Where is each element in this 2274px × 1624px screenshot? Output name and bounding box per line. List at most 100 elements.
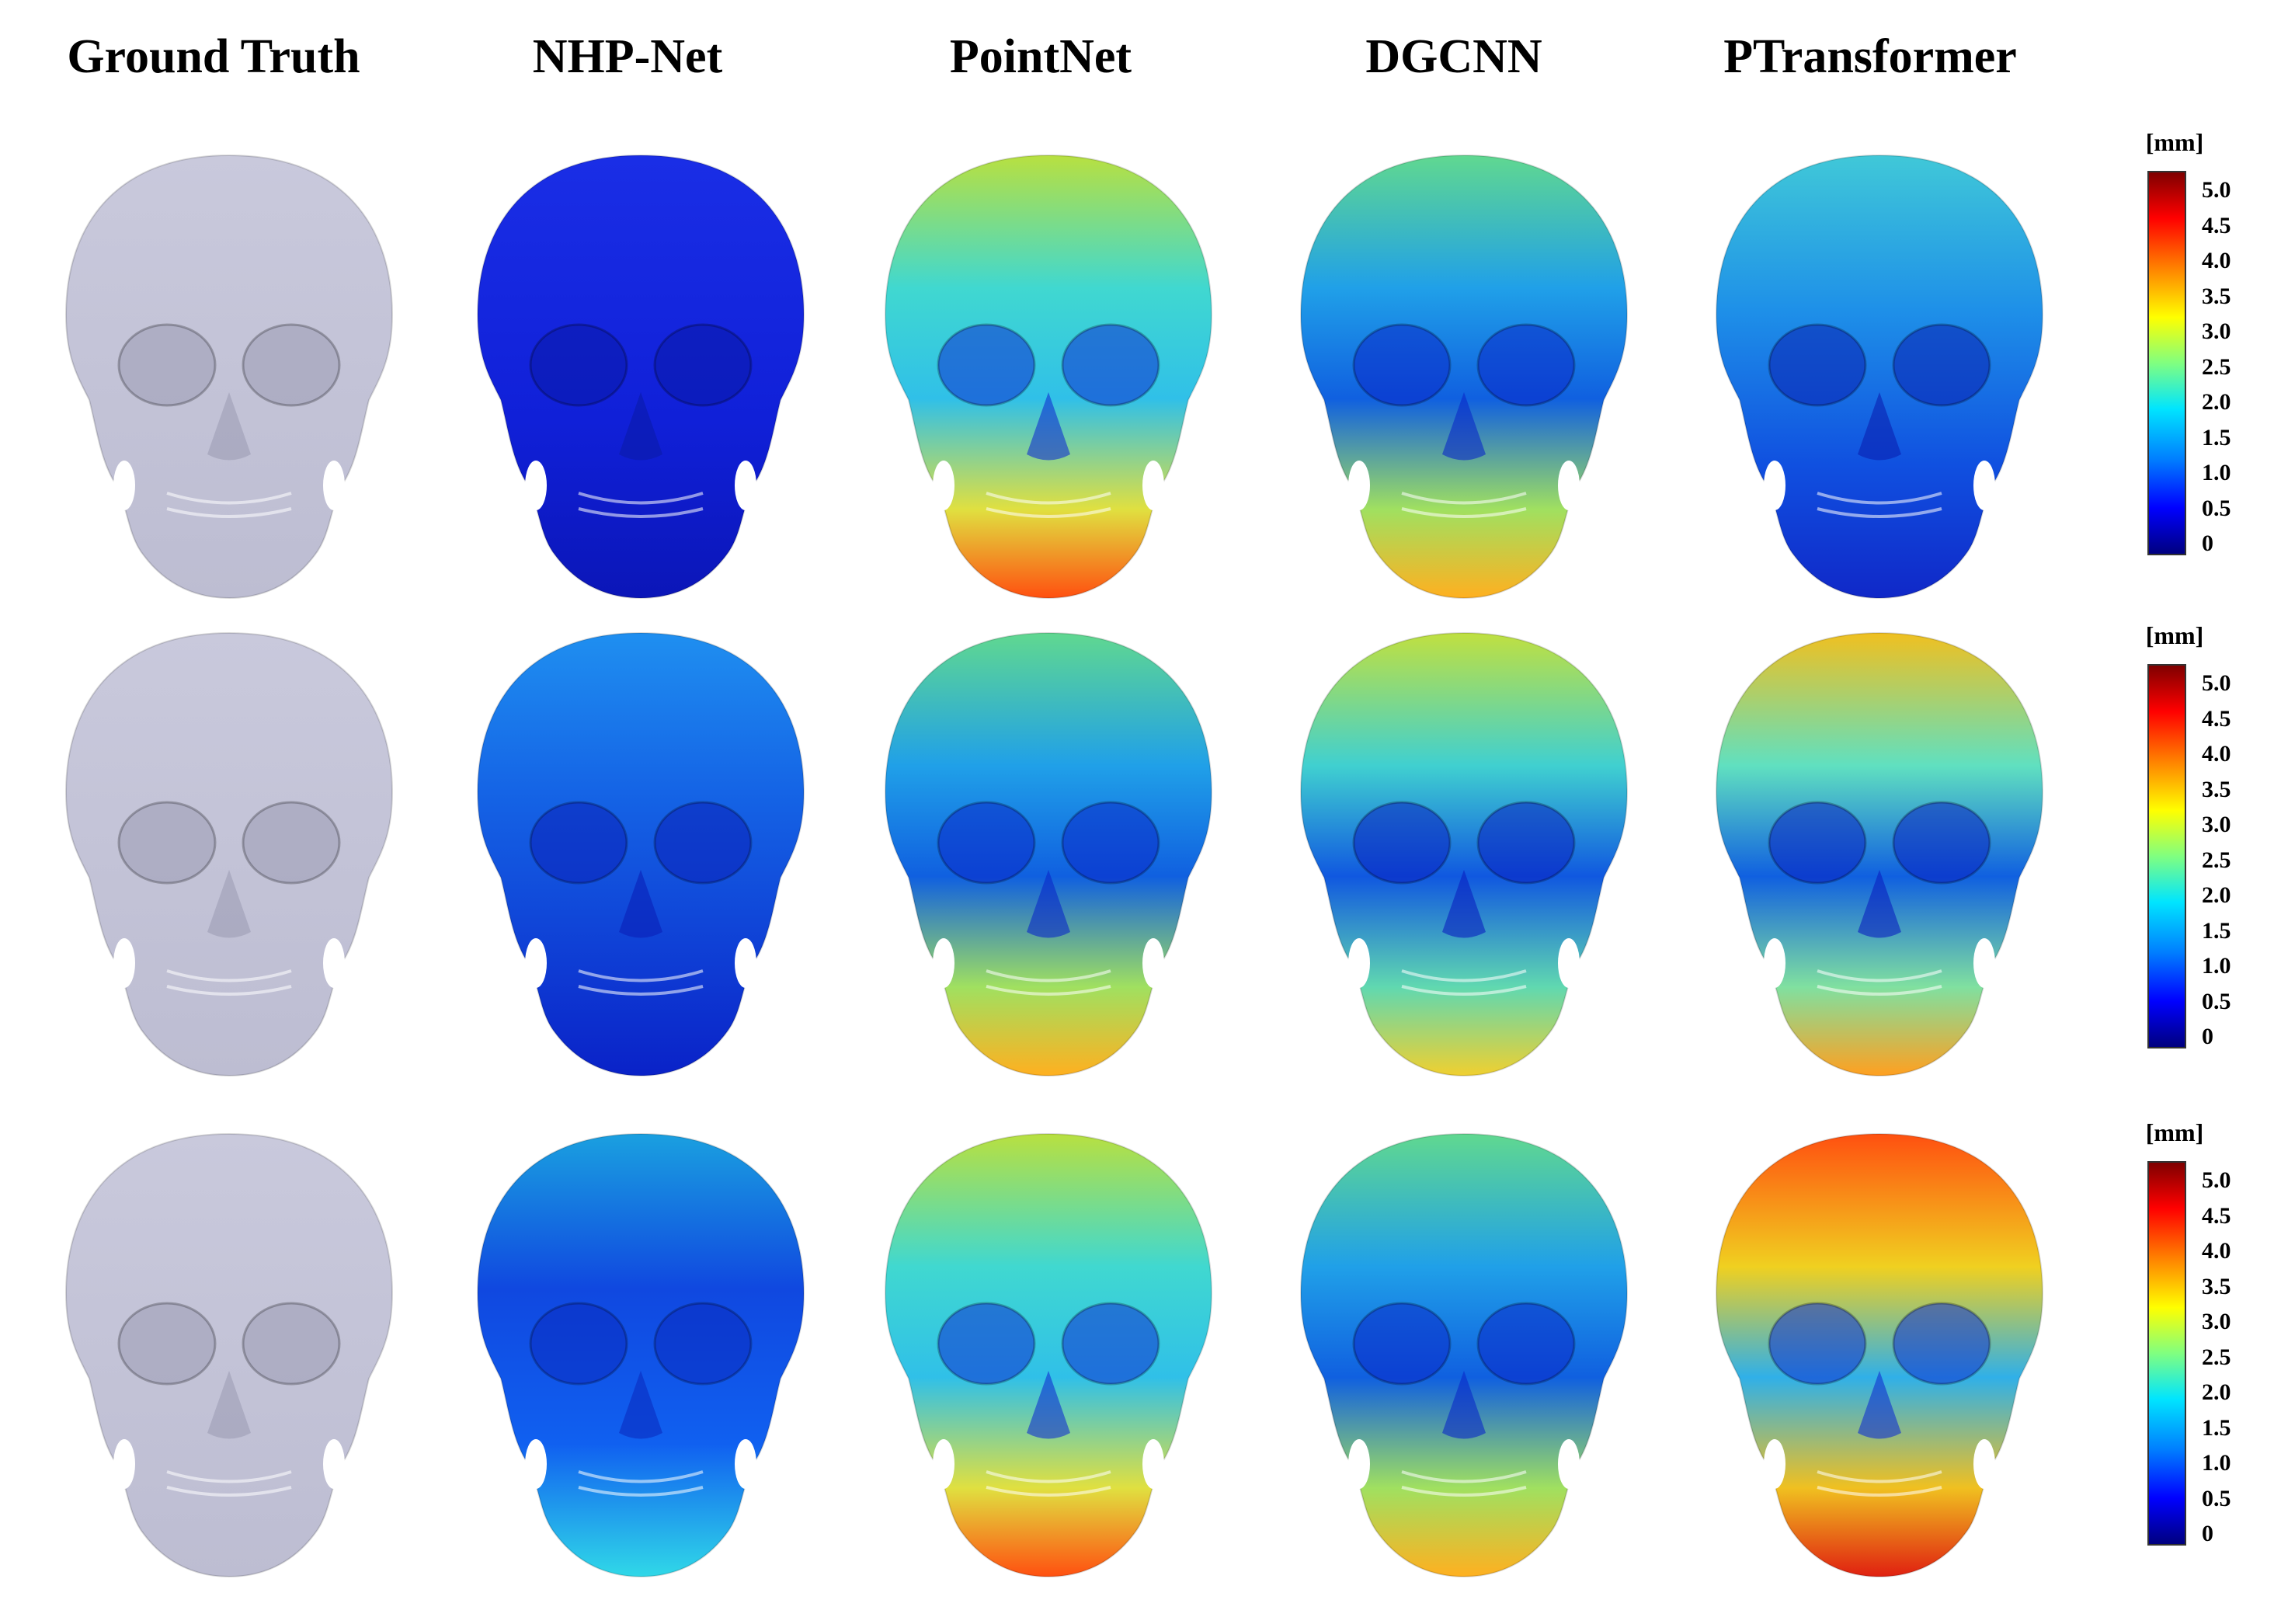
colorbar-1: [mm] 5.0 4.5 4.0 3.5 3.0 2.5 2.0 1.5 1.0 0.5 0: [2144, 128, 2268, 563]
teeth-row: [986, 969, 1111, 996]
teeth-row: [578, 1470, 704, 1497]
skull-outline: [884, 1132, 1213, 1578]
eye-socket-left: [937, 1302, 1036, 1386]
cheek-gap-left: [933, 1439, 954, 1489]
skull-outline: [64, 154, 394, 600]
colorbar-tick-label: 0: [2202, 1024, 2213, 1049]
colorbar-tick-label: 2.5: [2202, 353, 2231, 380]
eye-socket-left: [1352, 323, 1452, 407]
cheek-gap-left: [525, 1439, 547, 1489]
eye-socket-left: [1352, 1302, 1452, 1386]
eye-socket-right: [1892, 323, 1991, 407]
skull-outline: [64, 631, 394, 1077]
cheek-gap-right: [1142, 461, 1164, 510]
cheek-gap-left: [1764, 1439, 1785, 1489]
eye-socket-right: [1892, 1302, 1991, 1386]
skull-outline: [476, 631, 805, 1077]
colorbar-tick-label: 0.5: [2202, 1485, 2231, 1511]
skull-render-r3-c5: [1715, 1132, 2044, 1578]
skull-outline: [1299, 1132, 1629, 1578]
teeth-row: [1401, 1470, 1527, 1497]
eye-socket-left: [1352, 801, 1452, 885]
cheek-gap-left: [113, 1439, 135, 1489]
colorbar-tick-label: 3.0: [2202, 1309, 2231, 1334]
nasal-cavity: [619, 870, 662, 938]
skull-render-r3-c4: [1299, 1132, 1629, 1578]
nasal-cavity: [207, 392, 251, 461]
nasal-cavity: [1858, 870, 1901, 938]
eye-socket-right: [1476, 801, 1576, 885]
eye-socket-right: [242, 1302, 341, 1386]
eye-socket-right: [1476, 323, 1576, 407]
column-title-pointnet: PointNet: [949, 30, 1132, 83]
eye-socket-left: [1768, 1302, 1867, 1386]
eye-socket-left: [117, 1302, 217, 1386]
skull-render-r2-c3: [884, 631, 1213, 1077]
teeth-row: [166, 492, 292, 518]
cheek-gap-left: [1348, 461, 1370, 510]
nasal-cavity: [1027, 392, 1070, 461]
teeth-row: [166, 1470, 292, 1497]
colorbar-tick-label: 4.5: [2202, 212, 2231, 238]
teeth-row: [1817, 1470, 1942, 1497]
eye-socket-right: [653, 323, 753, 407]
cheek-gap-left: [1348, 938, 1370, 988]
colorbar-tick-label: 2.5: [2202, 1344, 2231, 1370]
teeth-row: [1817, 492, 1942, 518]
colorbar-gradient: [2147, 171, 2186, 555]
colorbar-unit-label: [mm]: [2145, 1118, 2204, 1146]
cheek-gap-left: [1348, 1439, 1370, 1489]
colorbar-tick-label: 3.5: [2202, 776, 2231, 802]
skull-outline: [64, 1132, 394, 1578]
eye-socket-right: [1061, 1302, 1160, 1386]
eye-socket-right: [242, 801, 341, 885]
nasal-cavity: [1027, 870, 1070, 938]
eye-socket-right: [242, 323, 341, 407]
colorbar-gradient: [2147, 1161, 2186, 1546]
skull-outline: [884, 154, 1213, 600]
eye-socket-right: [1061, 801, 1160, 885]
nasal-cavity: [619, 392, 662, 461]
skull-render-r2-c2: [476, 631, 805, 1077]
eye-socket-right: [1476, 1302, 1576, 1386]
cheek-gap-left: [1764, 461, 1785, 510]
skull-render-r3-c1: [64, 1132, 394, 1578]
eye-socket-left: [937, 801, 1036, 885]
teeth-row: [578, 492, 704, 518]
eye-socket-left: [529, 801, 628, 885]
skull-render-r1-c2: [476, 154, 805, 600]
cheek-gap-right: [323, 461, 345, 510]
skull-render-r1-c4: [1299, 154, 1629, 600]
cheek-gap-right: [735, 1439, 756, 1489]
cheek-gap-right: [1558, 461, 1580, 510]
skull-outline: [1715, 631, 2044, 1077]
teeth-row: [986, 1470, 1111, 1497]
cheek-gap-right: [735, 461, 756, 510]
colorbar-tick-label: 1.5: [2202, 917, 2231, 944]
colorbar-tick-label: 2.0: [2202, 882, 2231, 908]
eye-socket-left: [937, 323, 1036, 407]
skull-outline: [476, 154, 805, 600]
cheek-gap-right: [1558, 938, 1580, 988]
cheek-gap-right: [735, 938, 756, 988]
teeth-row: [578, 969, 704, 996]
nasal-cavity: [1442, 392, 1486, 461]
colorbar-tick-label: 5.0: [2202, 1167, 2231, 1193]
skull-outline: [1299, 631, 1629, 1077]
skull-render-r2-c1: [64, 631, 394, 1077]
skull-render-r1-c3: [884, 154, 1213, 600]
colorbar-3: [mm] 5.0 4.5 4.0 3.5 3.0 2.5 2.0 1.5 1.0 0.5 0: [2144, 1118, 2268, 1553]
teeth-row: [1401, 492, 1527, 518]
nasal-cavity: [1858, 1371, 1901, 1439]
colorbar-tick-label: 4.0: [2202, 248, 2231, 273]
nasal-cavity: [1027, 1371, 1070, 1439]
skull-outline: [1715, 1132, 2044, 1578]
nasal-cavity: [1858, 392, 1901, 461]
eye-socket-right: [1892, 801, 1991, 885]
colorbar-tick-label: 0.5: [2202, 988, 2231, 1014]
colorbar-tick-label: 0: [2202, 530, 2213, 556]
skull-outline: [1715, 154, 2044, 600]
colorbar-unit-label: [mm]: [2145, 128, 2204, 156]
cheek-gap-left: [113, 938, 135, 988]
colorbar-tick-label: 5.0: [2202, 670, 2231, 696]
